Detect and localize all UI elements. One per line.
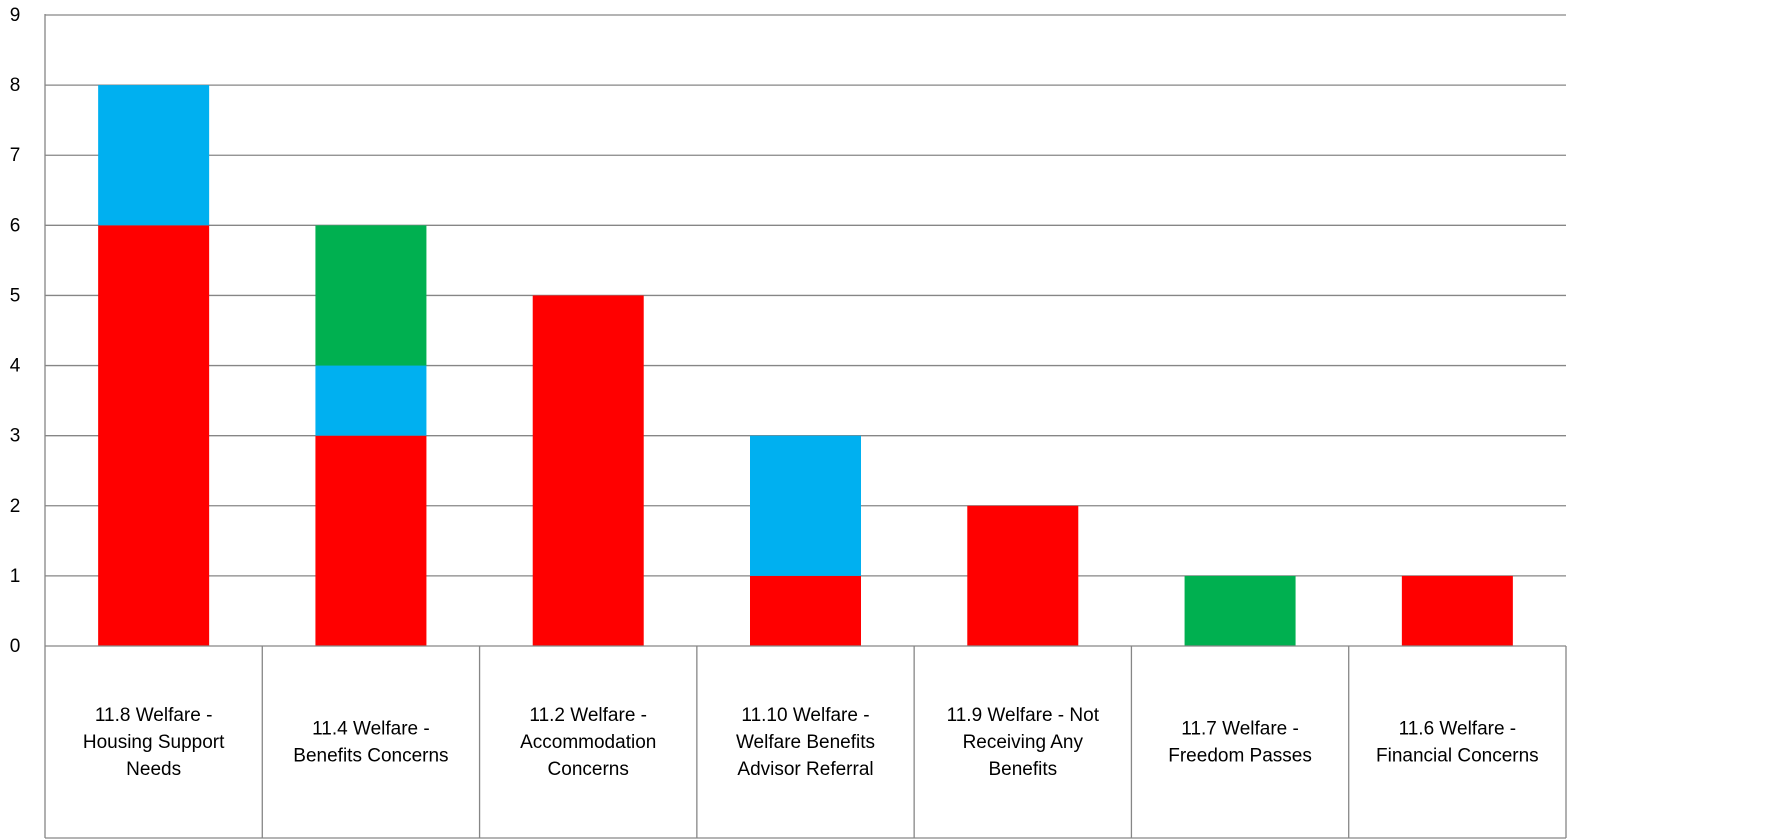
bar-segment-red-cat-1 (315, 435, 427, 646)
category-label: 11.2 Welfare - (529, 705, 647, 726)
category-label: Receiving Any (963, 732, 1084, 753)
category-label: Financial Concerns (1376, 746, 1539, 767)
category-label: 11.4 Welfare - (312, 719, 430, 740)
category-label: Benefits (988, 759, 1057, 780)
bar-segment-blue-cat-0 (98, 85, 210, 226)
axes (44, 14, 1567, 839)
y-tick-label: 5 (10, 285, 21, 306)
y-tick-label: 3 (10, 426, 21, 447)
y-tick-label: 9 (10, 5, 21, 26)
bar-segment-red-cat-0 (98, 225, 210, 647)
y-tick-label: 0 (10, 636, 21, 657)
bar-segment-green-cat-1 (315, 225, 427, 366)
category-label: Accommodation (520, 732, 656, 753)
bar-segment-green-cat-5 (1184, 575, 1296, 646)
bar-segment-blue-cat-1 (315, 365, 427, 436)
y-tick-label: 2 (10, 496, 21, 517)
y-tick-label: 7 (10, 145, 21, 166)
y-tick-label: 4 (10, 356, 21, 377)
bar-segment-blue-cat-3 (750, 435, 861, 576)
category-label: 11.6 Welfare - (1399, 719, 1517, 740)
category-label: Housing Support (83, 732, 225, 753)
category-label: Needs (126, 759, 181, 780)
category-label: 11.8 Welfare - (95, 705, 213, 726)
y-tick-label: 1 (10, 566, 21, 587)
category-label: 11.10 Welfare - (741, 705, 869, 726)
category-label: Freedom Passes (1168, 746, 1312, 767)
labels: 0 1 2 3 4 5 6 7 8 9 11.8 Welfare - Housing Support N… (10, 5, 1539, 780)
bars (98, 85, 1513, 647)
category-label: 11.7 Welfare - (1181, 719, 1299, 740)
bar-segment-red-cat-3 (750, 575, 861, 646)
category-label: Benefits Concerns (293, 746, 448, 767)
bar-segment-red-cat-6 (1401, 575, 1513, 646)
category-label: Welfare Benefits (736, 732, 875, 753)
category-label: Concerns (548, 759, 629, 780)
category-label: 11.9 Welfare - Not (947, 705, 1100, 726)
gridlines (45, 14, 1566, 577)
bar-segment-red-cat-2 (532, 295, 644, 646)
y-tick-label: 8 (10, 75, 21, 96)
y-tick-label: 6 (10, 215, 21, 236)
category-label: Advisor Referral (737, 759, 873, 780)
bar-segment-red-cat-4 (967, 505, 1079, 646)
